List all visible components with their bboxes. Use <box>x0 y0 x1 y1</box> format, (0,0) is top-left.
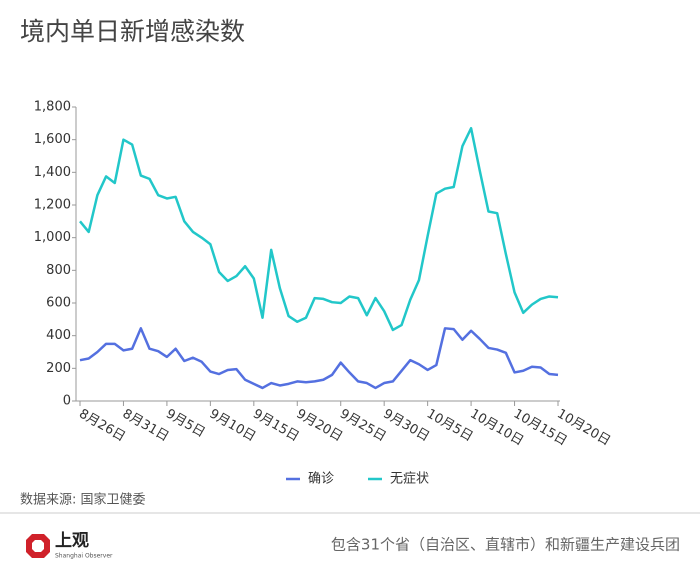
x-tick-label: 9月15日 <box>250 407 302 445</box>
y-tick-label: 1,800 <box>34 100 71 115</box>
note: 包含31个省（自治区、直辖市）和新疆生产建设兵团 <box>331 536 680 554</box>
x-tick-label: 9月20日 <box>294 407 346 445</box>
y-tick-label: 1,400 <box>34 165 71 180</box>
x-tick-label: 8月31日 <box>120 407 172 445</box>
source: 数据来源: 国家卫健委 <box>20 492 146 508</box>
x-tick-label: 9月10日 <box>207 407 259 445</box>
x-tick-label: 10月5日 <box>424 407 476 445</box>
y-tick-label: 600 <box>46 296 71 311</box>
x-tick-label: 9月30日 <box>380 407 432 445</box>
chart-title: 境内单日新增感染数 <box>20 17 245 46</box>
legend-label: 确诊 <box>308 472 334 487</box>
series-line <box>79 327 559 390</box>
series-line <box>79 126 559 332</box>
y-tick-label: 1,600 <box>34 132 71 147</box>
y-tick-label: 200 <box>46 361 71 376</box>
logo-subtitle: Shanghai Observer <box>55 553 113 560</box>
logo-text: 上观 <box>55 531 89 551</box>
legend-label: 无症状 <box>390 472 429 487</box>
y-tick-label: 800 <box>46 263 71 278</box>
y-tick-label: 400 <box>46 328 71 343</box>
x-tick-label: 9月5日 <box>163 407 207 441</box>
y-tick-label: 1,000 <box>34 230 71 245</box>
x-tick-label: 9月25日 <box>337 407 389 445</box>
x-tick-label: 8月26日 <box>76 407 128 445</box>
y-tick-label: 0 <box>63 394 71 409</box>
y-tick-label: 1,200 <box>34 198 71 213</box>
logo-icon-inner <box>32 540 44 552</box>
